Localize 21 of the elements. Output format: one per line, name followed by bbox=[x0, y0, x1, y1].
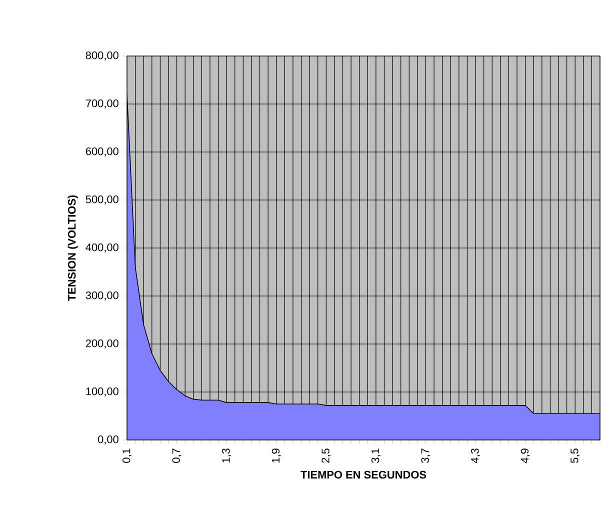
x-tick-label: 4,9 bbox=[520, 448, 530, 464]
x-tick-label: 3,1 bbox=[371, 448, 380, 463]
y-tick-label: 0,00 bbox=[98, 435, 118, 445]
x-tick-label: 2,5 bbox=[322, 448, 331, 463]
y-tick-label: 600,00 bbox=[86, 147, 118, 157]
y-tick-label: 400,00 bbox=[86, 243, 118, 253]
x-tick-label: 3,7 bbox=[421, 448, 430, 463]
y-tick-label: 100,00 bbox=[86, 387, 118, 397]
y-axis-title: TENSION (VOLTIOS) bbox=[68, 195, 78, 302]
y-tick-label: 500,00 bbox=[86, 195, 118, 205]
x-tick-label: 4,3 bbox=[471, 448, 480, 464]
x-axis-title: TIEMPO EN SEGUNDOS bbox=[300, 470, 426, 479]
y-tick-label: 300,00 bbox=[86, 291, 118, 301]
x-tick-label: 5,5 bbox=[570, 448, 580, 463]
x-tick-label: 1,3 bbox=[222, 448, 232, 463]
y-tick-label: 700,00 bbox=[86, 99, 118, 109]
x-tick-label: 1,9 bbox=[272, 448, 281, 463]
x-tick-label: 0,7 bbox=[172, 448, 182, 463]
x-tick-label: 0,1 bbox=[122, 448, 132, 463]
y-tick-label: 800,00 bbox=[86, 51, 118, 61]
y-tick-label: 200,00 bbox=[86, 339, 118, 349]
